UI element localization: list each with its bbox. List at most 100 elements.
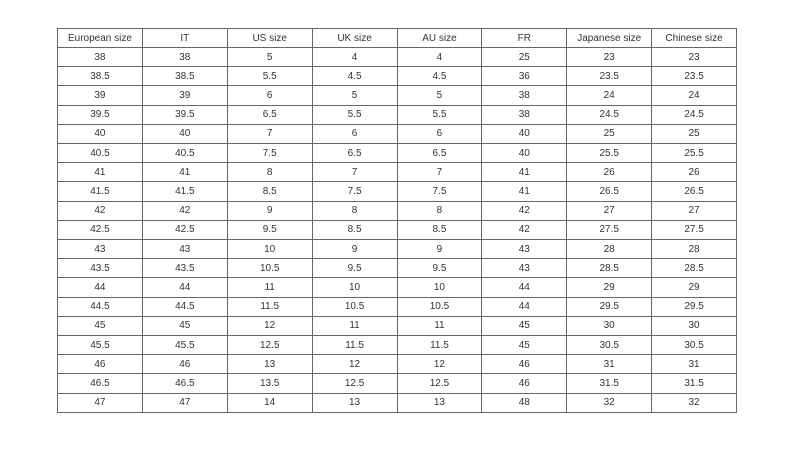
table-cell: 4.5 bbox=[311, 66, 398, 87]
column-header-fr: FR bbox=[481, 28, 568, 48]
table-cell: 38 bbox=[141, 46, 228, 68]
table-cell: 45 bbox=[481, 315, 568, 337]
table-cell: 48 bbox=[481, 392, 568, 414]
table-cell: 28.5 bbox=[651, 258, 737, 279]
table-cell: 36 bbox=[481, 66, 568, 87]
table-cell: 10.5 bbox=[226, 258, 313, 279]
table-cell: 12 bbox=[311, 354, 398, 375]
table-cell: 43 bbox=[481, 258, 568, 279]
table-cell: 24.5 bbox=[566, 104, 653, 125]
table-cell: 41 bbox=[57, 162, 143, 183]
table-cell: 46 bbox=[481, 373, 568, 394]
table-cell: 23 bbox=[566, 46, 653, 68]
table-cell: 9.5 bbox=[396, 258, 483, 279]
table-cell: 5.5 bbox=[226, 66, 313, 87]
table-cell: 46.5 bbox=[141, 373, 228, 394]
table-cell: 7.5 bbox=[396, 181, 483, 202]
table-cell: 9.5 bbox=[226, 219, 313, 241]
table-cell: 10 bbox=[311, 277, 398, 298]
table-cell: 11 bbox=[226, 277, 313, 298]
table-cell: 11.5 bbox=[396, 335, 483, 356]
table-cell: 12.5 bbox=[311, 373, 398, 394]
table-cell: 27 bbox=[651, 200, 737, 221]
table-cell: 11.5 bbox=[226, 296, 313, 317]
table-cell: 29.5 bbox=[566, 296, 653, 317]
table-cell: 41.5 bbox=[57, 181, 143, 202]
table-cell: 12 bbox=[226, 315, 313, 337]
table-row: 43.5 43.5 10.5 9.5 9.5 43 28.5 28.5 bbox=[57, 258, 737, 279]
table-cell: 4 bbox=[396, 46, 483, 68]
table-cell: 47 bbox=[141, 392, 228, 414]
table-cell: 40.5 bbox=[57, 143, 143, 164]
table-row: 42 42 9 8 8 42 27 27 bbox=[57, 200, 737, 221]
table-cell: 23.5 bbox=[651, 66, 737, 87]
table-cell: 4.5 bbox=[396, 66, 483, 87]
table-cell: 42.5 bbox=[141, 219, 228, 241]
table-row: 43 43 10 9 9 43 28 28 bbox=[57, 239, 737, 260]
table-cell: 44 bbox=[141, 277, 228, 298]
table-cell: 4 bbox=[311, 46, 398, 68]
table-cell: 44 bbox=[481, 277, 568, 298]
table-cell: 40 bbox=[141, 123, 228, 145]
table-cell: 6 bbox=[311, 123, 398, 145]
table-row: 38.5 38.5 5.5 4.5 4.5 36 23.5 23.5 bbox=[57, 66, 737, 87]
size-conversion-table: European size IT US size UK size AU size… bbox=[57, 28, 737, 414]
table-cell: 27.5 bbox=[651, 219, 737, 241]
table-cell: 45.5 bbox=[57, 335, 143, 356]
table-cell: 29.5 bbox=[651, 296, 737, 317]
table-row: 39 39 6 5 5 38 24 24 bbox=[57, 85, 737, 106]
table-cell: 12.5 bbox=[396, 373, 483, 394]
table-cell: 10.5 bbox=[396, 296, 483, 317]
table-cell: 25 bbox=[566, 123, 653, 145]
table-cell: 28.5 bbox=[566, 258, 653, 279]
table-cell: 30 bbox=[651, 315, 737, 337]
table-cell: 38.5 bbox=[141, 66, 228, 87]
table-cell: 46 bbox=[57, 354, 143, 375]
table-cell: 30.5 bbox=[651, 335, 737, 356]
table-row: 44.5 44.5 11.5 10.5 10.5 44 29.5 29.5 bbox=[57, 296, 737, 317]
table-cell: 38 bbox=[481, 85, 568, 106]
table-cell: 30 bbox=[566, 315, 653, 337]
table-cell: 23 bbox=[651, 46, 737, 68]
table-cell: 6.5 bbox=[396, 143, 483, 164]
table-cell: 10 bbox=[396, 277, 483, 298]
table-cell: 41.5 bbox=[141, 181, 228, 202]
table-cell: 14 bbox=[226, 392, 313, 414]
table-cell: 6.5 bbox=[226, 104, 313, 125]
table-cell: 31.5 bbox=[651, 373, 737, 394]
table-cell: 44 bbox=[481, 296, 568, 317]
table-cell: 13.5 bbox=[226, 373, 313, 394]
table-row: 39.5 39.5 6.5 5.5 5.5 38 24.5 24.5 bbox=[57, 104, 737, 125]
table-cell: 26 bbox=[566, 162, 653, 183]
column-header-uk-size: UK size bbox=[311, 28, 398, 48]
table-row: 45.5 45.5 12.5 11.5 11.5 45 30.5 30.5 bbox=[57, 335, 737, 356]
column-header-us-size: US size bbox=[226, 28, 313, 48]
table-cell: 8 bbox=[311, 200, 398, 221]
table-cell: 39.5 bbox=[141, 104, 228, 125]
table-cell: 45 bbox=[481, 335, 568, 356]
table-cell: 10 bbox=[226, 239, 313, 260]
table-cell: 13 bbox=[396, 392, 483, 414]
table-cell: 29 bbox=[651, 277, 737, 298]
table-cell: 5.5 bbox=[396, 104, 483, 125]
table-cell: 44.5 bbox=[141, 296, 228, 317]
table-cell: 8 bbox=[396, 200, 483, 221]
table-cell: 8.5 bbox=[396, 219, 483, 241]
table-cell: 31 bbox=[651, 354, 737, 375]
table-header: European size IT US size UK size AU size… bbox=[57, 28, 737, 48]
table-cell: 41 bbox=[481, 181, 568, 202]
table-cell: 44 bbox=[57, 277, 143, 298]
table-cell: 39 bbox=[141, 85, 228, 106]
table-cell: 9 bbox=[311, 239, 398, 260]
table-cell: 40 bbox=[481, 143, 568, 164]
table-row: 40.5 40.5 7.5 6.5 6.5 40 25.5 25.5 bbox=[57, 143, 737, 164]
table-cell: 12.5 bbox=[226, 335, 313, 356]
column-header-au-size: AU size bbox=[396, 28, 483, 48]
table-cell: 9 bbox=[396, 239, 483, 260]
column-header-it: IT bbox=[141, 28, 228, 48]
table-cell: 41 bbox=[481, 162, 568, 183]
column-header-japanese-size: Japanese size bbox=[566, 28, 653, 48]
table-cell: 5 bbox=[311, 85, 398, 106]
table-row: 46.5 46.5 13.5 12.5 12.5 46 31.5 31.5 bbox=[57, 373, 737, 394]
table-row: 41 41 8 7 7 41 26 26 bbox=[57, 162, 737, 183]
